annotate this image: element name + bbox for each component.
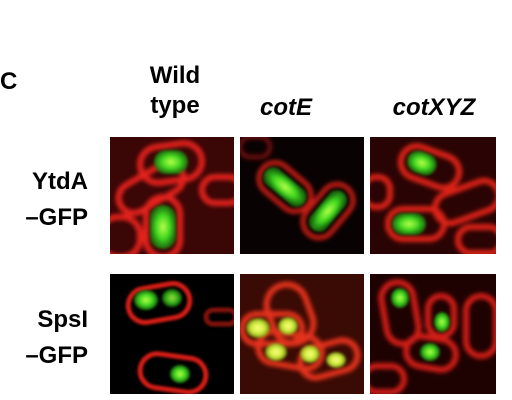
- micrograph-cotxyz-spsi: [370, 274, 496, 394]
- row-label-ytda-line1: YtdA: [32, 168, 88, 195]
- column-header-cote: cotE: [259, 94, 312, 121]
- row-label-spsi-line1: SpsI: [37, 306, 88, 333]
- row-label-spsi-line2: –GFP: [25, 342, 88, 369]
- micrograph-cotxyz-ytda: [370, 137, 496, 254]
- column-header-wild-type: Wild type: [120, 62, 230, 120]
- micrograph-wildtype-spsi: [110, 274, 234, 394]
- micrograph-cote-ytda: [240, 137, 364, 254]
- row-label-ytda-gfp: YtdA –GFP: [0, 168, 88, 232]
- panel-letter: C: [0, 68, 18, 95]
- column-header-wild-type-line1: Wild: [149, 62, 201, 89]
- micrograph-cote-spsi: [240, 274, 364, 394]
- row-label-spsi-gfp: SpsI –GFP: [0, 306, 88, 370]
- micrograph-wildtype-ytda: [110, 137, 234, 254]
- row-label-ytda-line2: –GFP: [25, 204, 88, 231]
- column-header-cotxyz: cotXYZ: [392, 94, 476, 121]
- column-header-wild-type-line2: type: [150, 92, 200, 119]
